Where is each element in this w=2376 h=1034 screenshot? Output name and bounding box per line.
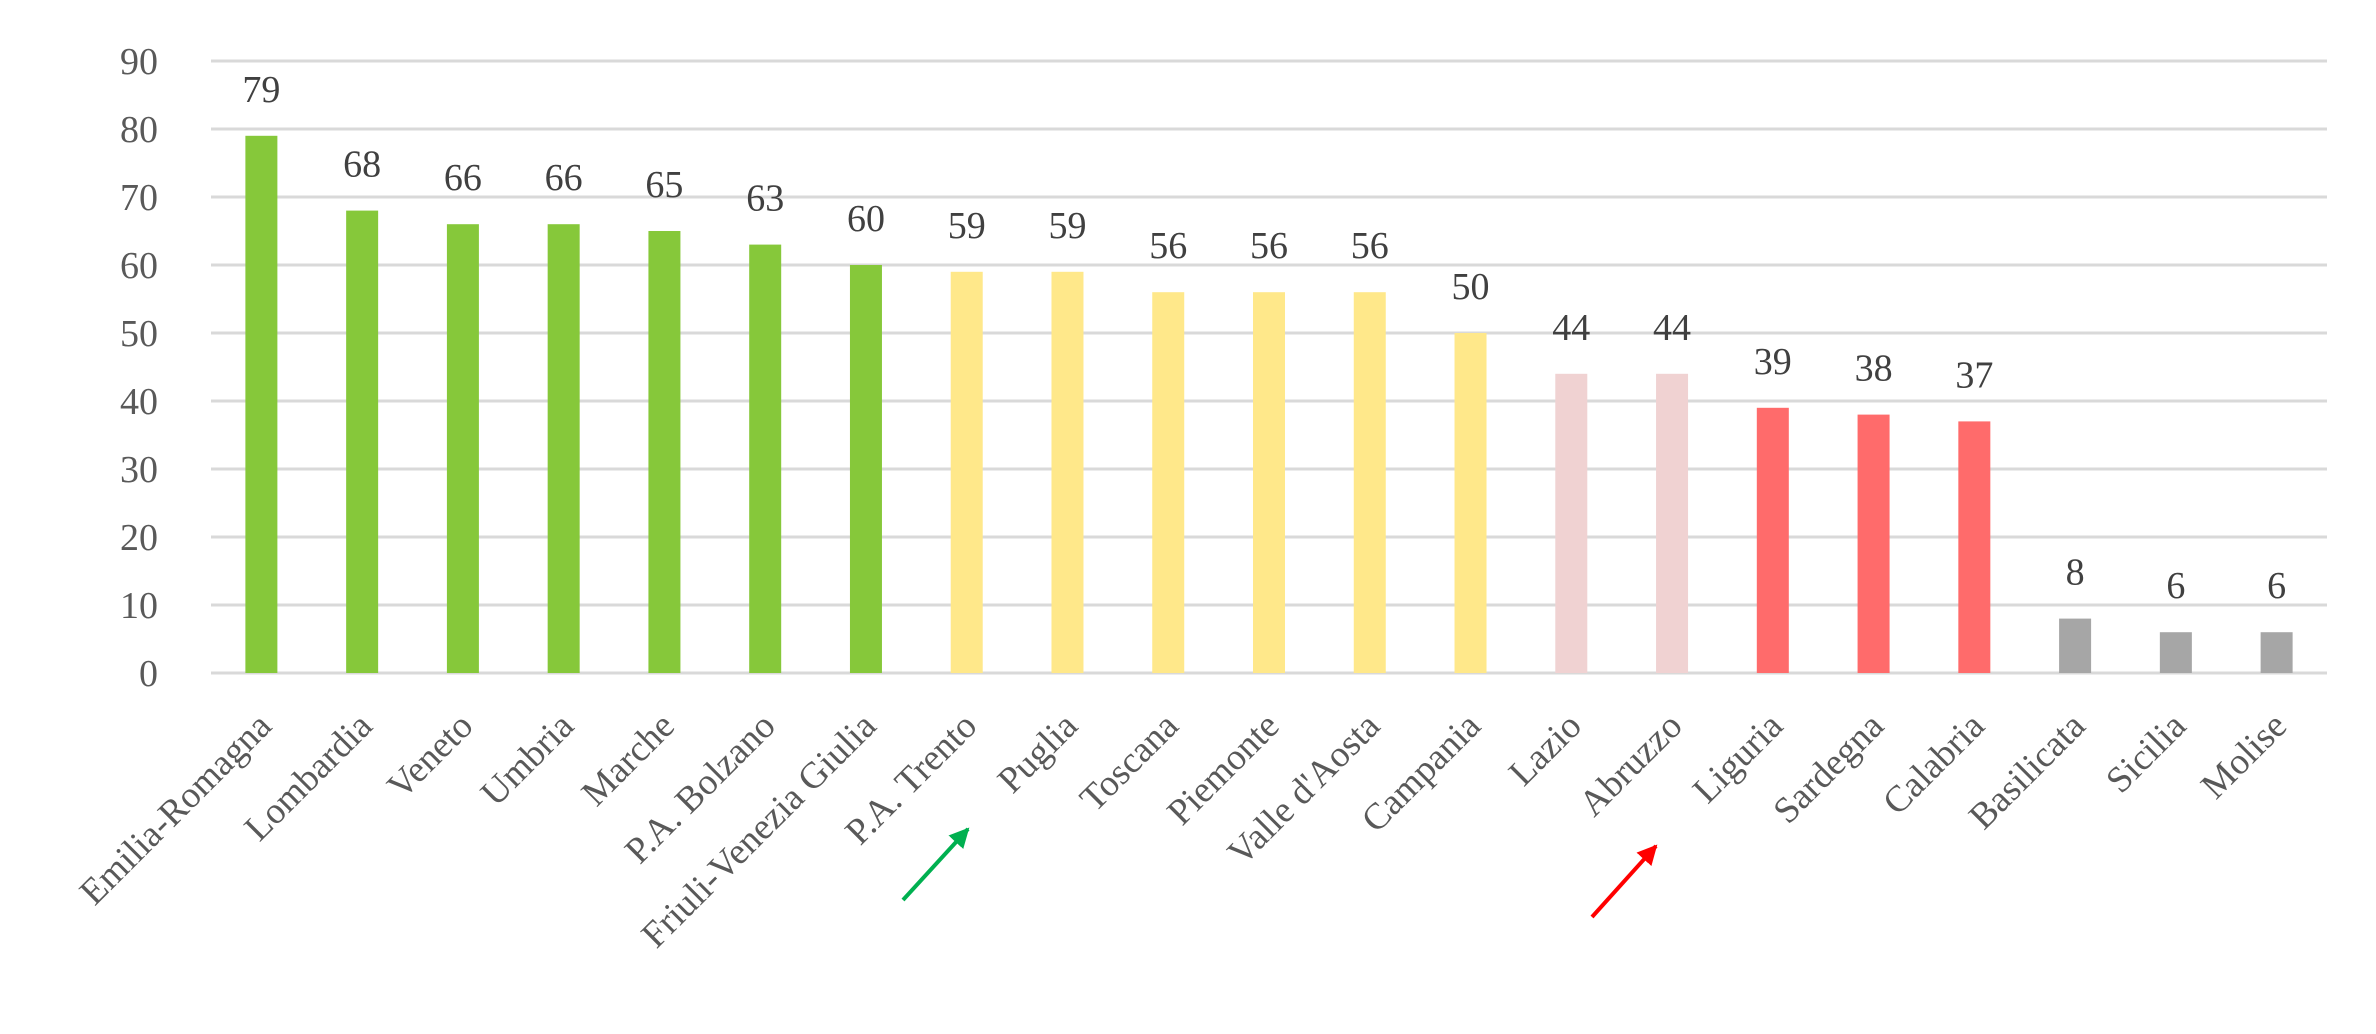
y-tick-label: 0: [139, 653, 158, 695]
bar: [2260, 632, 2293, 673]
green-arrow-icon: [901, 827, 970, 902]
bar: [1958, 421, 1991, 673]
data-label: 65: [645, 164, 683, 206]
bar: [1051, 271, 1084, 673]
bar: [1857, 414, 1890, 673]
bar: [849, 265, 882, 673]
x-category-label: Sicilia: [2098, 705, 2194, 801]
bars: [245, 135, 2293, 674]
x-category-label: Umbria: [473, 705, 582, 814]
bar: [1353, 292, 1386, 673]
bar: [1253, 292, 1285, 673]
data-label: 59: [948, 205, 986, 247]
data-label: 44: [1552, 307, 1590, 349]
bar: [245, 135, 278, 674]
data-label: 66: [444, 157, 482, 199]
y-tick-label: 20: [120, 517, 158, 559]
y-tick-label: 30: [120, 449, 158, 491]
y-tick-label: 40: [120, 381, 158, 423]
data-label: 6: [2267, 565, 2286, 607]
data-label: 37: [1955, 354, 1993, 396]
y-axis-ticks: 0 10 20 30 40 50 60 70 80 90: [120, 41, 158, 695]
bar: [1555, 373, 1588, 673]
bar: [1656, 373, 1689, 673]
data-label: 56: [1149, 225, 1187, 267]
bar: [1454, 333, 1487, 673]
y-tick-label: 60: [120, 245, 158, 287]
bar: [446, 224, 479, 673]
bar: [1152, 292, 1185, 673]
x-category-label: Abruzzo: [1571, 705, 1690, 824]
data-label: 44: [1653, 307, 1691, 349]
data-label: 39: [1754, 341, 1792, 383]
bar: [1756, 407, 1789, 673]
bar: [2059, 618, 2092, 673]
y-tick-label: 10: [120, 585, 158, 627]
data-label: 79: [242, 69, 280, 111]
y-tick-label: 70: [120, 177, 158, 219]
data-label: 56: [1351, 225, 1389, 267]
x-category-label: Veneto: [380, 705, 482, 807]
bar: [346, 210, 379, 673]
bar: [547, 224, 580, 673]
x-category-label: Lazio: [1501, 705, 1590, 794]
data-label: 56: [1250, 225, 1288, 267]
data-label: 66: [545, 157, 583, 199]
data-label: 59: [1048, 205, 1086, 247]
red-arrow-icon: [1590, 844, 1658, 919]
y-tick-label: 80: [120, 109, 158, 151]
bar: [648, 231, 681, 673]
bar: [950, 271, 983, 673]
data-label: 50: [1452, 266, 1490, 308]
data-label: 63: [746, 178, 784, 220]
y-tick-label: 50: [120, 313, 158, 355]
y-tick-label: 90: [120, 41, 158, 83]
data-label: 68: [343, 144, 381, 186]
data-label: 60: [847, 198, 885, 240]
bar: [2159, 632, 2192, 673]
bar: [749, 244, 782, 673]
data-label: 38: [1855, 348, 1893, 390]
data-label: 6: [2166, 565, 2185, 607]
x-category-label: Molise: [2193, 705, 2295, 807]
x-category-label: Sardegna: [1766, 705, 1892, 831]
annotations: [901, 827, 1658, 919]
data-label: 8: [2066, 552, 2085, 594]
x-category-label: Puglia: [990, 705, 1086, 801]
